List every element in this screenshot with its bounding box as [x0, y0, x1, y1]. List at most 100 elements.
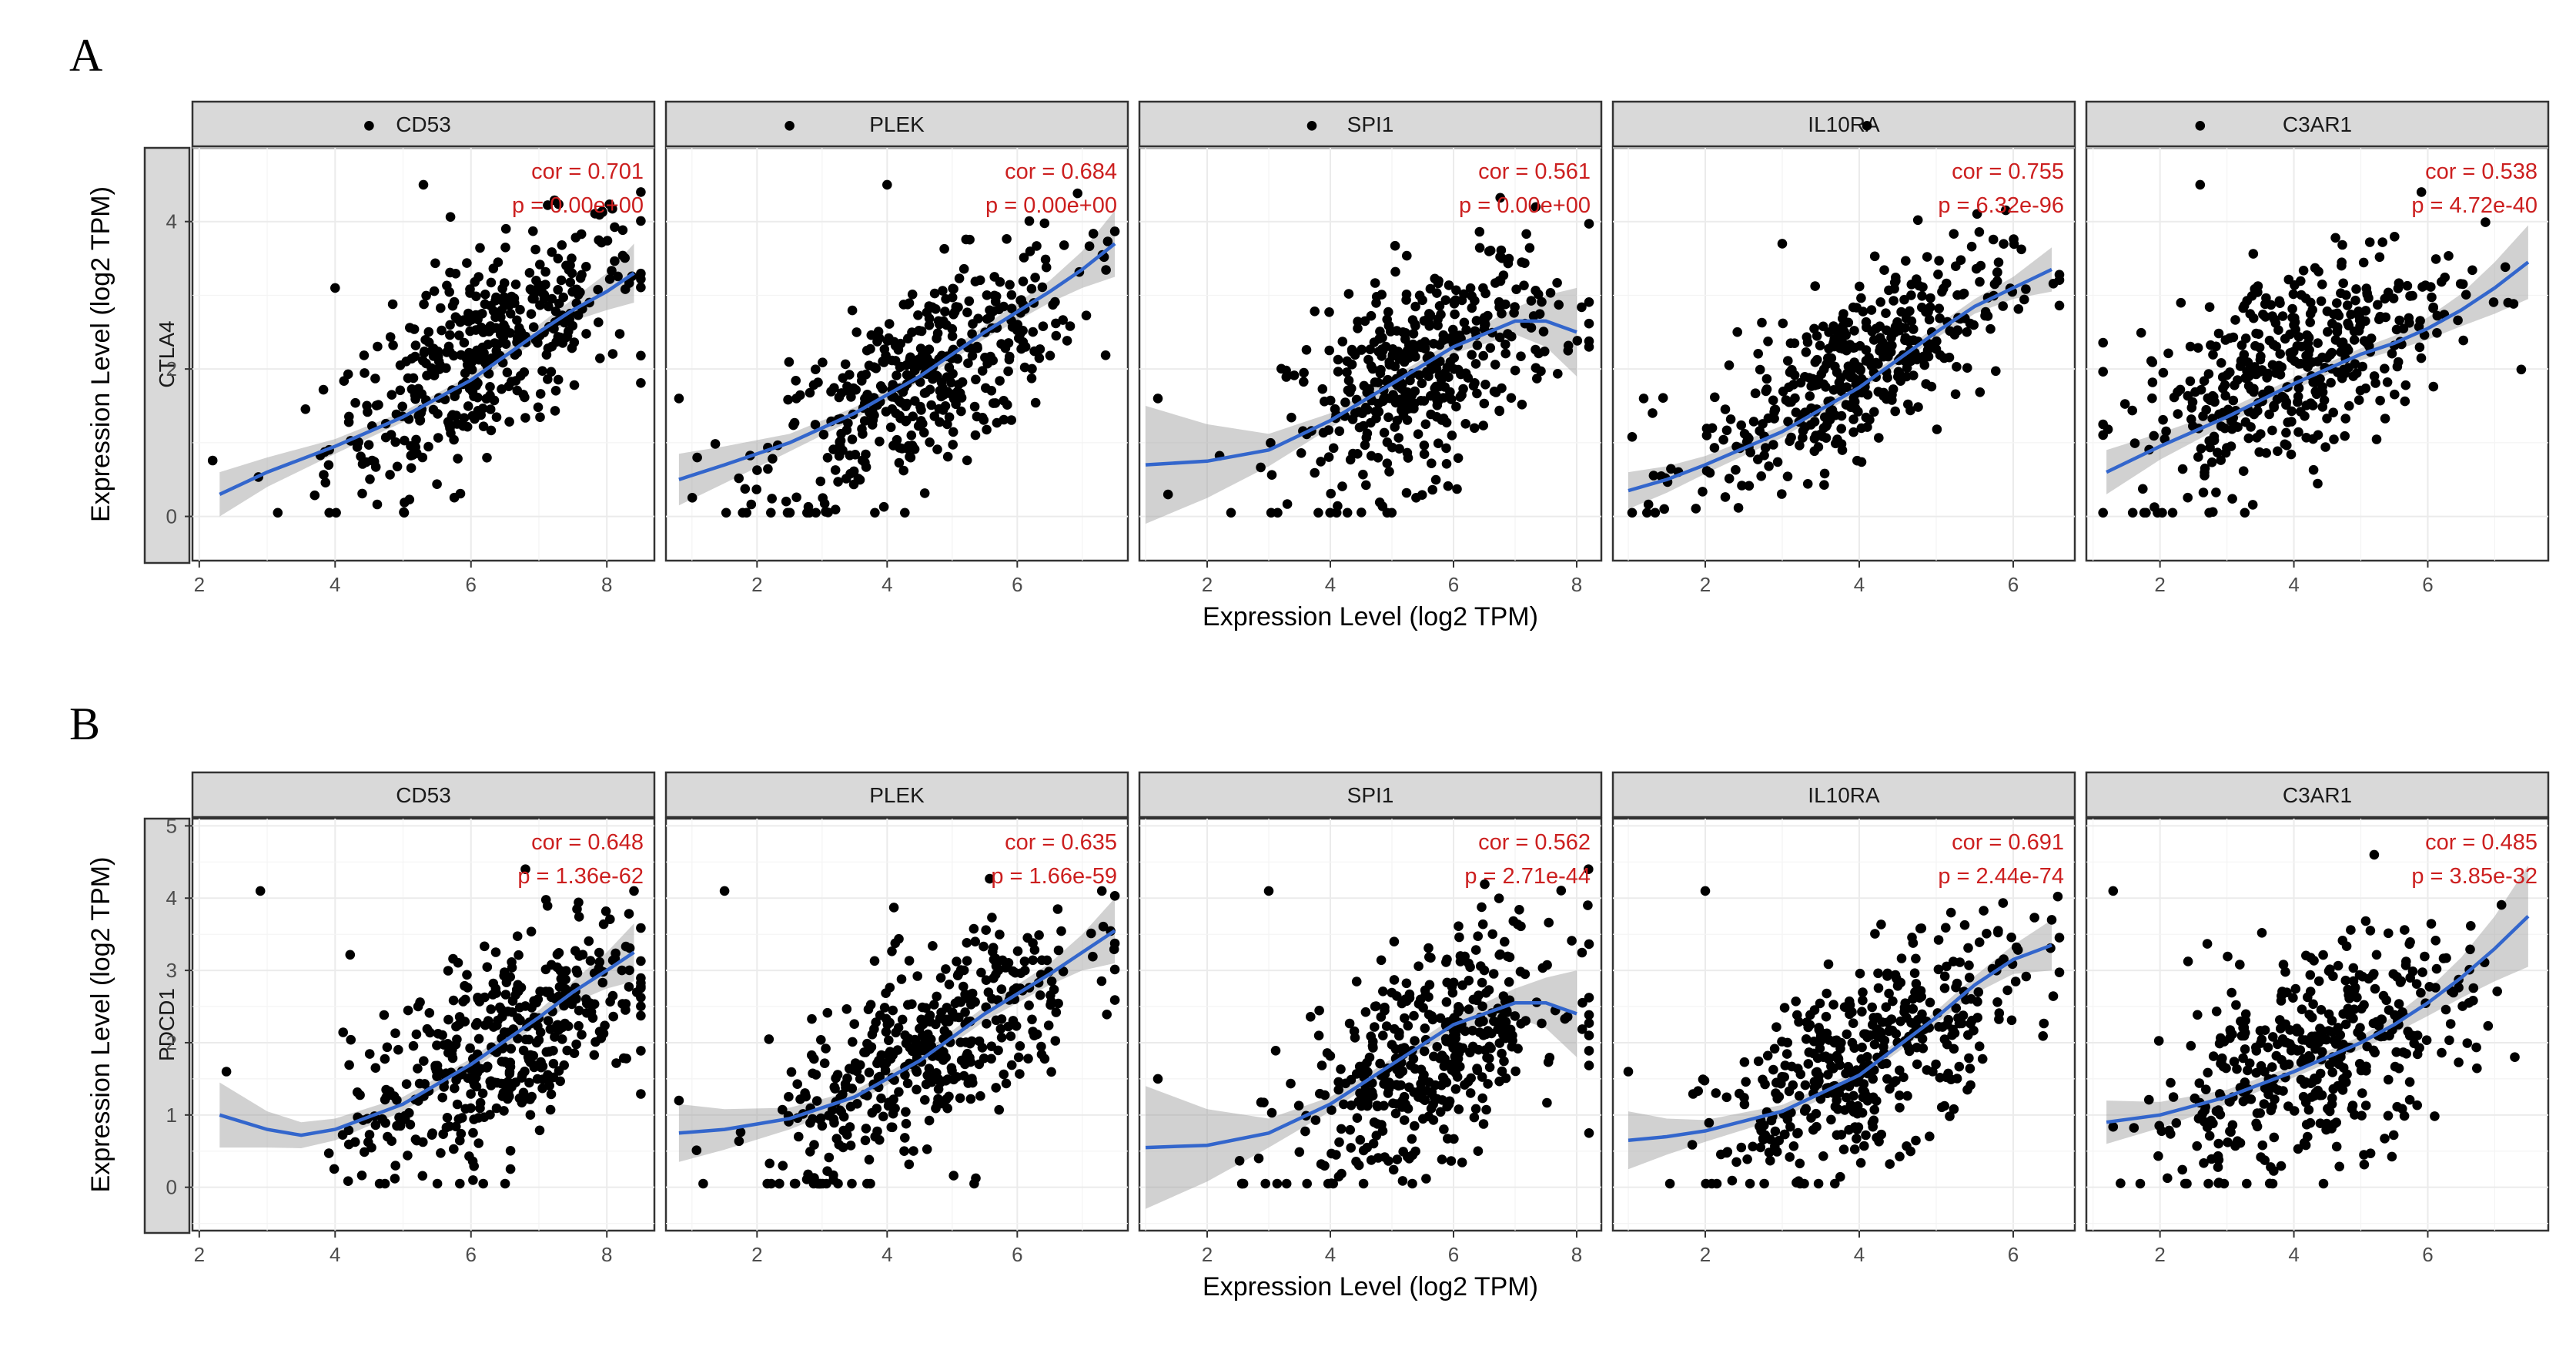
data-point	[2405, 973, 2415, 983]
data-point	[1005, 1031, 1016, 1041]
data-point	[948, 283, 958, 294]
data-point	[1009, 1019, 1019, 1030]
data-point	[1584, 993, 1594, 1003]
data-point	[2204, 508, 2214, 518]
data-point	[1409, 1010, 1419, 1021]
data-point	[2327, 318, 2337, 329]
confidence-band	[1628, 920, 2052, 1170]
data-point	[841, 1004, 852, 1014]
data-point	[902, 370, 912, 380]
data-point	[636, 378, 646, 388]
data-point	[385, 470, 395, 480]
data-point	[1096, 976, 1107, 987]
data-point	[2432, 310, 2443, 321]
data-point	[1526, 296, 1537, 306]
data-point	[1336, 1124, 1347, 1134]
data-point	[2337, 257, 2347, 268]
data-point	[1383, 1084, 1394, 1094]
data-point	[1835, 1171, 1845, 1182]
data-point	[1467, 1026, 1477, 1036]
data-point	[2337, 240, 2347, 250]
data-point	[878, 501, 889, 512]
data-point	[1426, 953, 1436, 963]
data-point	[962, 956, 972, 966]
facet-strip-label: C3AR1	[2283, 112, 2352, 136]
data-point	[1477, 1093, 1487, 1104]
data-point	[360, 1147, 370, 1157]
data-point	[437, 1092, 447, 1103]
data-point	[2238, 1053, 2248, 1064]
data-point	[2157, 508, 2167, 518]
data-point	[1922, 252, 1932, 262]
data-point	[1514, 905, 1524, 915]
data-point	[1891, 276, 1901, 286]
data-point	[2430, 254, 2441, 264]
data-point	[966, 1000, 976, 1010]
data-point	[1942, 1020, 1952, 1030]
data-point	[1424, 980, 1435, 990]
data-point	[1494, 950, 1504, 960]
data-point	[1964, 973, 1975, 983]
data-point	[1975, 276, 1985, 287]
data-point	[437, 1030, 447, 1040]
x-tick-label: 2	[1700, 1243, 1711, 1266]
data-point	[2243, 433, 2254, 444]
data-point	[491, 346, 502, 356]
data-point	[1276, 363, 1286, 374]
data-point	[1472, 1065, 1483, 1075]
data-point	[1545, 288, 1556, 298]
data-point	[1835, 1043, 1845, 1054]
data-point	[1473, 1146, 1484, 1156]
data-point	[1584, 219, 1594, 229]
data-point	[323, 460, 334, 471]
y-tick-label: 2	[166, 357, 177, 380]
data-point	[821, 1043, 831, 1054]
data-point	[991, 1015, 1002, 1026]
data-point	[1510, 1011, 1521, 1021]
data-point	[1905, 306, 1915, 317]
data-point	[636, 923, 646, 933]
data-point	[1477, 1072, 1487, 1082]
data-point	[1801, 1104, 1812, 1114]
data-point	[1844, 1081, 1855, 1092]
data-point	[1720, 404, 1731, 414]
data-point	[1367, 1040, 1378, 1051]
data-point	[2054, 967, 2065, 977]
data-point	[1998, 301, 2008, 311]
data-point	[1974, 227, 1985, 237]
data-point	[2185, 376, 2196, 387]
data-point	[878, 1111, 888, 1122]
data-point	[1949, 229, 1959, 240]
data-point	[401, 1079, 412, 1089]
data-point	[590, 209, 601, 219]
data-point	[2455, 279, 2466, 289]
confidence-band	[1146, 287, 1577, 524]
data-point	[2503, 297, 2514, 308]
data-point	[1803, 1059, 1814, 1069]
data-point	[1517, 257, 1527, 267]
data-point	[1402, 250, 1412, 261]
data-point	[1461, 325, 1471, 335]
data-point	[531, 1037, 542, 1048]
data-point	[829, 1082, 840, 1092]
data-point	[2461, 290, 2471, 300]
data-point	[2289, 320, 2299, 330]
data-point	[965, 1038, 975, 1049]
data-point	[520, 864, 530, 874]
data-point	[1334, 1137, 1344, 1147]
data-point	[2360, 916, 2371, 926]
data-point	[941, 964, 951, 974]
data-point	[483, 340, 493, 350]
data-point	[2141, 508, 2151, 518]
data-point	[2323, 1026, 2333, 1036]
data-point	[2417, 967, 2427, 977]
data-point	[2337, 936, 2348, 946]
data-point	[605, 997, 615, 1007]
data-point	[1515, 966, 1526, 976]
data-point	[443, 1014, 453, 1025]
data-point	[1739, 429, 1750, 439]
data-point	[986, 1054, 996, 1064]
data-point	[2354, 1059, 2365, 1069]
data-point	[1876, 920, 1886, 930]
data-point	[1950, 389, 1961, 400]
